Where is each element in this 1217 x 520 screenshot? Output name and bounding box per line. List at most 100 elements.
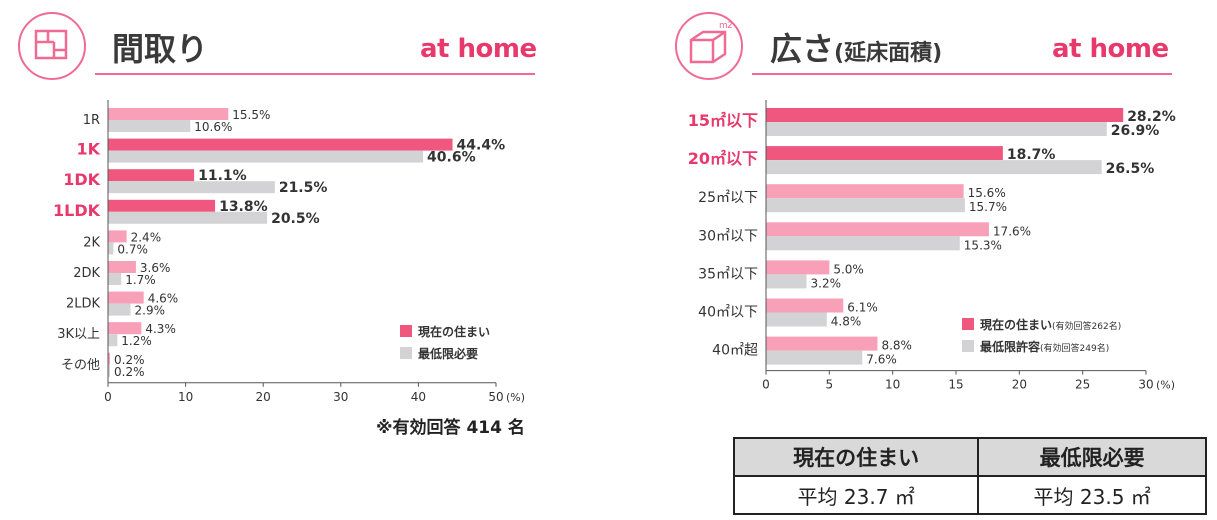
minimum-required-header: 最低限必要 xyxy=(977,437,1207,477)
data-label: 0.2% xyxy=(114,353,145,367)
category-label: 2DK xyxy=(73,266,100,281)
category-label: 2K xyxy=(83,235,100,250)
current-bar xyxy=(108,261,136,273)
category-label: その他 xyxy=(61,358,100,373)
floor-area-chart-title: 広さ(延床面積) xyxy=(770,24,942,70)
data-label: 10.6% xyxy=(194,120,232,134)
data-label: 0.7% xyxy=(117,242,148,256)
minimum-bar xyxy=(766,312,827,327)
athome-logo: at home xyxy=(1052,34,1169,64)
current-bar xyxy=(766,298,844,313)
minimum-bar xyxy=(108,303,131,316)
data-label: 3.2% xyxy=(811,276,842,290)
floor-area-chart-panel: 2 m 広さ(延床面積) at home 15㎡以下 28.2% 26.9% 20㎡以… xyxy=(610,0,1217,520)
data-label: 5.0% xyxy=(833,262,864,276)
legend-label: 最低限許容(有効回答249名) xyxy=(980,339,1109,354)
category-label: 1R xyxy=(83,113,100,128)
athome-logo: at home xyxy=(420,34,537,64)
minimum-bar xyxy=(766,350,863,365)
x-tick-label: 30 xyxy=(1138,378,1153,392)
floor-area-title-sub: (延床面積) xyxy=(834,41,943,66)
x-tick-label: 0 xyxy=(762,378,770,392)
minimum-bar xyxy=(108,273,122,285)
x-tick-label: 0 xyxy=(104,390,112,404)
layout-chart-title: 間取り xyxy=(112,30,209,68)
data-label: 0.2% xyxy=(114,365,145,379)
legend-note: (有効回答249名) xyxy=(1040,342,1109,354)
current-bar xyxy=(108,291,144,304)
average-table-header-row: 現在の住まい 最低限必要 xyxy=(732,437,1207,477)
current-bar xyxy=(766,108,1124,122)
layout-bar-chart: 1R 15.5%10.6% 1K 44.4%40.6% 1DK 11.1% 21.5% 1LD… xyxy=(53,100,525,404)
current-bar xyxy=(108,138,453,151)
data-label: 2.4% xyxy=(131,230,162,244)
category-label: 30㎡以下 xyxy=(698,228,758,244)
data-label: 1.7% xyxy=(125,273,156,287)
current-bar xyxy=(108,108,229,120)
category-label: 1DK xyxy=(63,170,100,189)
data-label: 40.6% xyxy=(427,150,476,166)
svg-text:m: m xyxy=(719,21,728,31)
category-label: 40㎡超 xyxy=(712,343,758,359)
data-label: 15.7% xyxy=(969,200,1007,214)
x-tick-label: 15 xyxy=(948,378,963,392)
minimum-bar xyxy=(108,150,424,163)
data-label: 26.9% xyxy=(1111,123,1160,139)
current-home-header: 現在の住まい xyxy=(732,437,980,477)
room-cube-icon-graphic: 2 m xyxy=(689,21,733,64)
current-bar xyxy=(766,260,830,275)
category-label: 3K以上 xyxy=(57,327,100,342)
x-tick-label: 30 xyxy=(333,390,348,404)
floor-area-title-main: 広さ xyxy=(770,30,835,68)
header-underline xyxy=(752,73,1172,75)
floor-area-bar-chart: 15㎡以下 28.2%26.9% 20㎡以下 18.7% 26.5% 25㎡以下 15.6%… xyxy=(688,100,1176,392)
legend-swatch xyxy=(962,340,974,352)
category-label: 20㎡以下 xyxy=(688,149,758,168)
x-tick-label: 10 xyxy=(885,378,900,392)
current-bar xyxy=(108,169,195,182)
x-tick-label: 10 xyxy=(178,390,193,404)
minimum-bar xyxy=(108,211,268,224)
current-bar xyxy=(108,199,216,212)
minimum-bar xyxy=(108,334,118,347)
data-label: 4.8% xyxy=(831,315,862,329)
current-bar xyxy=(766,222,989,237)
data-label: 4.6% xyxy=(148,292,179,306)
category-label: 25㎡以下 xyxy=(698,190,758,206)
current-bar xyxy=(766,146,1003,161)
data-label: 20.5% xyxy=(271,211,320,227)
minimum-bar xyxy=(108,242,114,255)
current-home-average: 平均 23.7 ㎡ xyxy=(732,475,980,515)
data-label: 3.6% xyxy=(140,261,171,275)
minimum-bar xyxy=(766,236,960,251)
minimum-bar xyxy=(108,181,275,194)
data-label: 15.3% xyxy=(964,238,1002,252)
category-label: 1LDK xyxy=(53,201,101,220)
data-label: 1.2% xyxy=(121,334,152,348)
floorplan-icon-graphic xyxy=(34,29,68,60)
current-bar xyxy=(766,336,878,351)
current-bar xyxy=(108,230,127,243)
legend-swatch xyxy=(400,325,412,337)
legend-swatch xyxy=(400,347,412,359)
average-table: 現在の住まい 最低限必要 平均 23.7 ㎡ 平均 23.5 ㎡ xyxy=(732,437,1207,515)
x-tick-label: 20 xyxy=(256,390,271,404)
minimum-bar xyxy=(766,122,1107,136)
category-label: 40㎡以下 xyxy=(698,305,758,321)
minimum-bar xyxy=(766,274,807,289)
current-bar xyxy=(108,322,142,335)
minimum-bar xyxy=(108,364,110,377)
svg-text:2: 2 xyxy=(727,21,733,31)
data-label: 44.4% xyxy=(457,138,506,154)
data-label: 17.6% xyxy=(993,224,1031,238)
data-label: 11.1% xyxy=(198,168,247,184)
minimum-bar xyxy=(766,198,965,213)
category-label: 1K xyxy=(76,140,100,159)
x-tick-label: 25 xyxy=(1075,378,1090,392)
x-tick-label: 40 xyxy=(411,390,426,404)
legend-label: 現在の住まい(有効回答262名) xyxy=(980,317,1121,332)
category-label: 2LDK xyxy=(66,297,101,312)
data-label: 15.5% xyxy=(232,108,270,122)
x-tick-label: 50 xyxy=(488,390,503,404)
legend-label: 現在の住まい xyxy=(418,324,490,339)
